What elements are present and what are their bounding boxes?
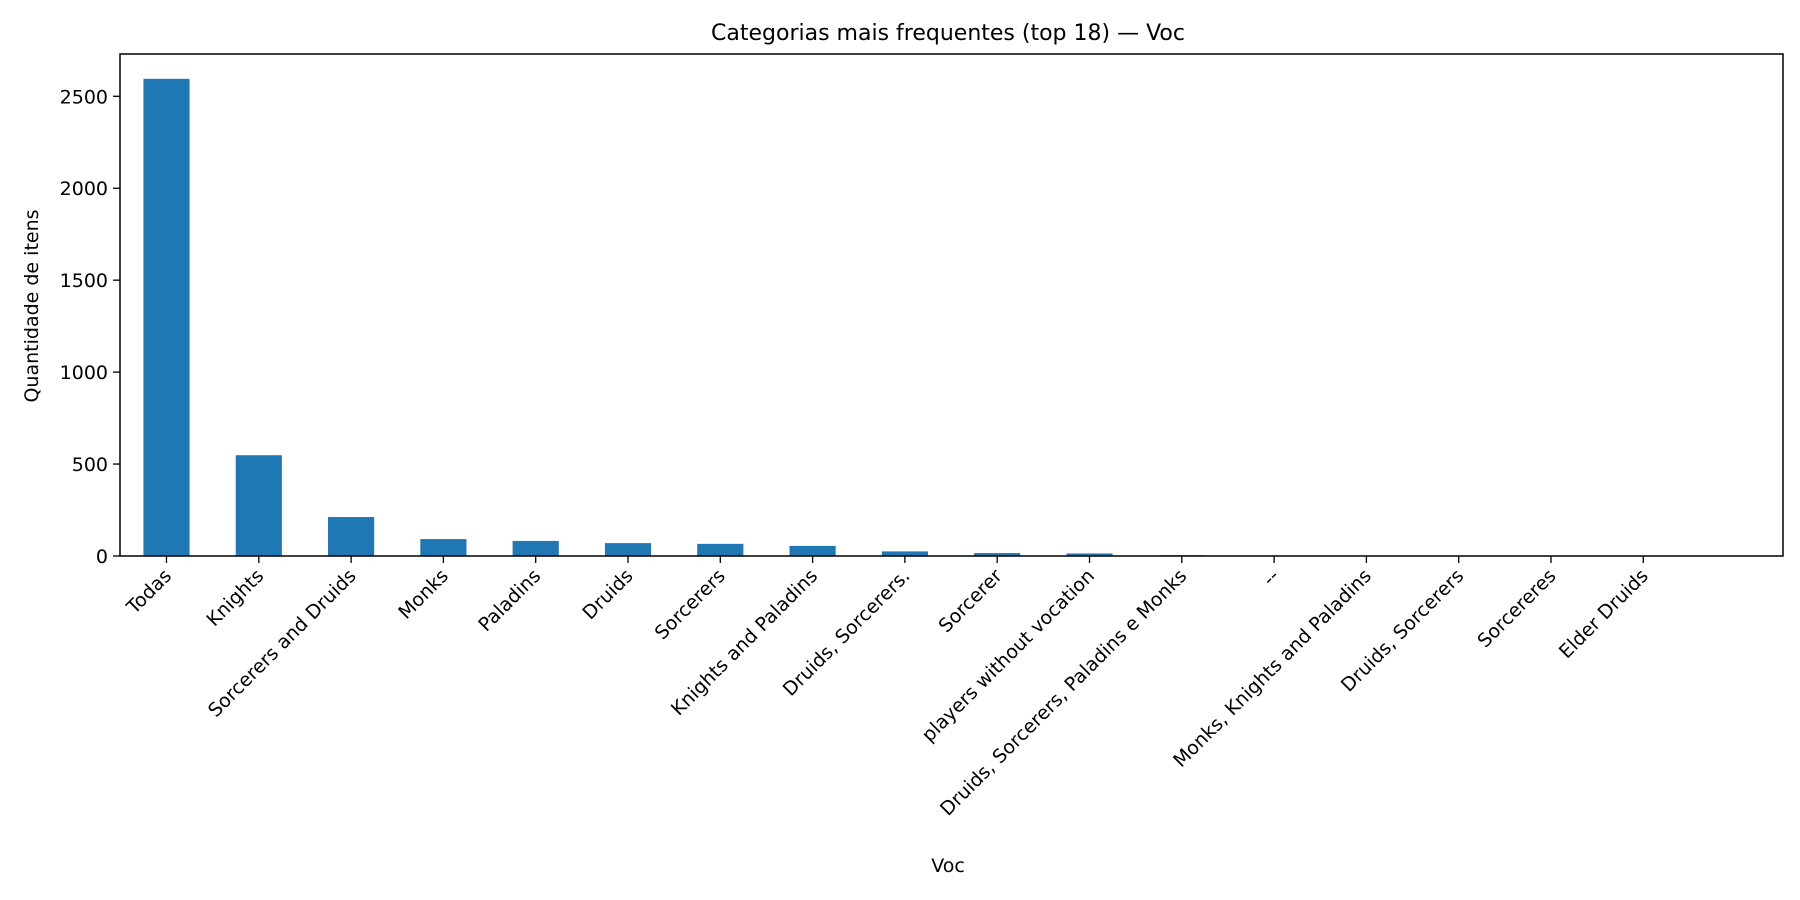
x-tick-label: Sorcerer: [935, 565, 1007, 637]
bar: [512, 540, 559, 556]
bars-layer: [143, 78, 1667, 556]
y-tick-label: 2500: [60, 86, 108, 108]
x-tick-label: Monks: [394, 565, 453, 624]
bar: [604, 543, 652, 556]
bar: [697, 543, 744, 556]
x-tick-label: Todas: [122, 565, 176, 619]
chart-title: Categorias mais frequentes (top 18) — Vo…: [711, 21, 1185, 46]
y-axis-label: Quantidade de itens: [21, 209, 43, 402]
bar: [974, 553, 1021, 556]
x-tick-label: Druids: [578, 565, 637, 624]
plot-frame: [119, 53, 1784, 557]
bar: [143, 78, 190, 556]
x-tick-label: Sorcerers and Druids: [204, 565, 361, 722]
bar: [235, 455, 282, 556]
x-tick-label: Monks, Knights and Paladins: [1169, 565, 1376, 772]
bar: [1066, 553, 1113, 556]
x-tick-label: Knights: [202, 565, 268, 631]
y-tick-label: 0: [96, 546, 108, 568]
y-tick-label: 2000: [60, 178, 108, 200]
x-tick-label: Sorcereres: [1473, 565, 1560, 652]
x-tick-label: --: [1258, 565, 1283, 590]
x-tick-label: Paladins: [474, 565, 545, 636]
x-tick-label: Elder Druids: [1555, 565, 1653, 663]
y-tick-label: 1000: [60, 362, 108, 384]
bar: [789, 545, 836, 556]
y-tick-label: 500: [72, 454, 108, 476]
y-tick-label: 1500: [60, 270, 108, 292]
y-axis: 0 500 1000 1500 2000 2500: [60, 86, 120, 568]
bar: [881, 551, 928, 556]
x-axis-label: Voc: [931, 855, 965, 877]
x-tick-label: Sorcerers: [651, 565, 730, 644]
x-tick-label: players without vocation: [918, 565, 1099, 746]
bar: [420, 539, 467, 556]
bar: [328, 517, 375, 556]
